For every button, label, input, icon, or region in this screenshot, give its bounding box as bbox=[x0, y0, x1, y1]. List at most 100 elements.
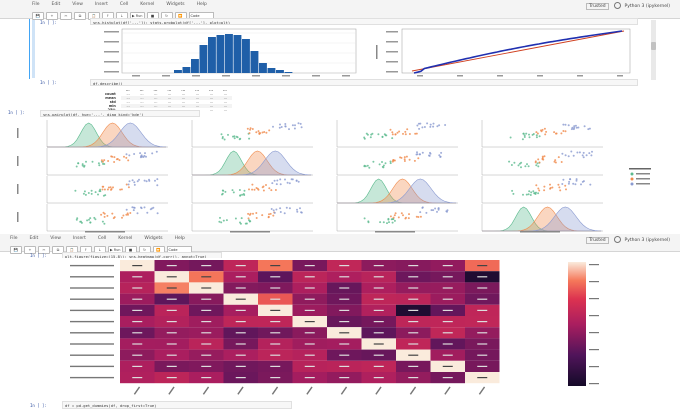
pairplot-point bbox=[255, 131, 258, 134]
histogram-x-tick-label bbox=[192, 75, 200, 77]
save-button[interactable]: 💾 bbox=[32, 11, 44, 20]
menu-widgets[interactable]: Widgets bbox=[166, 2, 185, 7]
pairplot-point bbox=[131, 179, 134, 182]
output-scrollbar[interactable] bbox=[651, 20, 656, 80]
pairplot-point bbox=[233, 137, 236, 140]
pairplot-point bbox=[518, 162, 521, 165]
pairplot-point bbox=[417, 157, 420, 160]
pairplot-point bbox=[144, 152, 146, 155]
kernel-indicator[interactable]: Trusted Python 3 (ipykernel) bbox=[586, 2, 670, 10]
menu-insert[interactable]: Insert bbox=[72, 236, 86, 241]
pairplot-point bbox=[234, 217, 237, 220]
pairplot-point bbox=[510, 164, 513, 166]
menu-view[interactable]: View bbox=[50, 236, 61, 241]
menu-cell[interactable]: Cell bbox=[119, 2, 129, 7]
pairplot-point bbox=[562, 178, 565, 181]
code-cell-pairplot[interactable]: sns.pairplot(df, hue='...', diag_kind='k… bbox=[40, 110, 200, 117]
pairplot-point bbox=[561, 152, 564, 155]
heatmap-annotation bbox=[235, 365, 246, 367]
menu-file[interactable]: File bbox=[32, 2, 40, 7]
menu-insert[interactable]: Insert bbox=[94, 2, 108, 7]
pairplot-point bbox=[136, 212, 139, 215]
heatmap-annotation bbox=[132, 365, 143, 367]
heatmap-annotation bbox=[339, 377, 350, 379]
pairplot-point bbox=[296, 210, 299, 213]
pairplot-point bbox=[535, 131, 538, 134]
pairplot-point bbox=[272, 209, 275, 212]
menu-help[interactable]: Help bbox=[196, 2, 207, 7]
insert-cell-button[interactable]: + bbox=[46, 11, 58, 20]
heatmap-annotation bbox=[304, 298, 315, 300]
pairplot-point bbox=[262, 185, 265, 188]
histogram-bar bbox=[267, 68, 276, 73]
histogram-bar bbox=[276, 70, 284, 73]
copy-button[interactable]: ⧉ bbox=[74, 11, 86, 20]
output-scrollbar-thumb[interactable] bbox=[651, 42, 656, 50]
menu-kernel[interactable]: Kernel bbox=[118, 236, 133, 241]
copy-button[interactable]: ⧉ bbox=[52, 245, 64, 254]
pairplot-point bbox=[93, 216, 96, 219]
pairplot-point bbox=[440, 151, 443, 154]
cut-button[interactable]: ✂ bbox=[60, 11, 72, 20]
pairplot-point bbox=[537, 192, 540, 195]
menu-edit[interactable]: Edit bbox=[29, 236, 39, 241]
menu-cell[interactable]: Cell bbox=[97, 236, 107, 241]
histogram-x-tick-label bbox=[222, 75, 230, 77]
histogram-figure bbox=[92, 27, 362, 82]
menu-file[interactable]: File bbox=[10, 236, 18, 241]
pairplot-point bbox=[575, 178, 578, 181]
menu-edit[interactable]: Edit bbox=[51, 2, 61, 7]
middle-toolbar: File Edit View Insert Cell Kernel Widget… bbox=[0, 234, 680, 254]
kernel-indicator-2[interactable]: Trusted Python 3 (ipykernel) bbox=[586, 236, 670, 244]
pairplot-point bbox=[76, 217, 79, 220]
pairplot-point bbox=[273, 211, 276, 214]
pairplot-point bbox=[91, 160, 94, 163]
heatmap-annotation bbox=[270, 321, 281, 323]
table-cell: ... bbox=[195, 92, 200, 96]
histogram-svg bbox=[104, 28, 357, 81]
pairplot-point bbox=[417, 216, 420, 218]
heatmap-annotation bbox=[477, 287, 488, 289]
code-cell-describe[interactable]: df.describe() bbox=[90, 79, 638, 86]
pairplot-point bbox=[156, 212, 159, 215]
insert-cell-button[interactable]: + bbox=[24, 245, 36, 254]
pairplot-point bbox=[128, 180, 131, 183]
cut-button[interactable]: ✂ bbox=[38, 245, 50, 254]
pairplot-point bbox=[406, 128, 409, 131]
heatmap-annotation bbox=[201, 321, 212, 323]
pairplot-point bbox=[156, 184, 159, 187]
histogram-y-tick-label bbox=[104, 61, 119, 63]
pairplot-point bbox=[225, 219, 228, 222]
pairplot-point bbox=[535, 134, 538, 137]
pairplot-point bbox=[537, 165, 540, 168]
pairplot-point bbox=[262, 189, 265, 192]
pairplot-point bbox=[133, 183, 136, 186]
pairplot-point bbox=[251, 128, 254, 130]
table-cell: ... bbox=[148, 104, 163, 108]
pairplot-point bbox=[125, 153, 128, 156]
pairplot-point bbox=[284, 178, 286, 181]
save-button[interactable]: 💾 bbox=[10, 245, 22, 254]
menu-widgets[interactable]: Widgets bbox=[144, 236, 163, 241]
pairplot-point bbox=[128, 154, 131, 157]
menu-kernel[interactable]: Kernel bbox=[140, 2, 155, 7]
pairplot-point bbox=[565, 188, 567, 191]
heatmap-row-label bbox=[70, 376, 114, 379]
pairplot-point bbox=[111, 212, 114, 215]
pairplot-point bbox=[103, 222, 106, 225]
heatmap-annotation bbox=[270, 343, 281, 345]
pairplot-point bbox=[271, 182, 274, 185]
code-cell-bottom[interactable]: df = pd.get_dummies(df, drop_first=True) bbox=[62, 401, 292, 409]
pairplot-point bbox=[528, 133, 530, 136]
pairplot-point bbox=[251, 183, 254, 186]
heatmap-column-label bbox=[478, 386, 486, 395]
pairplot-point bbox=[528, 190, 531, 193]
pairplot-point bbox=[249, 128, 252, 131]
pairplot-point bbox=[426, 122, 429, 125]
cell-input-prompt-3: In [ ]: bbox=[8, 110, 25, 115]
code-cell-top[interactable]: sns.histplot(df['...']); stats.probplot(… bbox=[90, 18, 638, 25]
menu-view[interactable]: View bbox=[72, 2, 83, 7]
table-cell: ... bbox=[120, 104, 135, 108]
heatmap-row-label bbox=[70, 354, 114, 356]
menu-help[interactable]: Help bbox=[174, 236, 185, 241]
